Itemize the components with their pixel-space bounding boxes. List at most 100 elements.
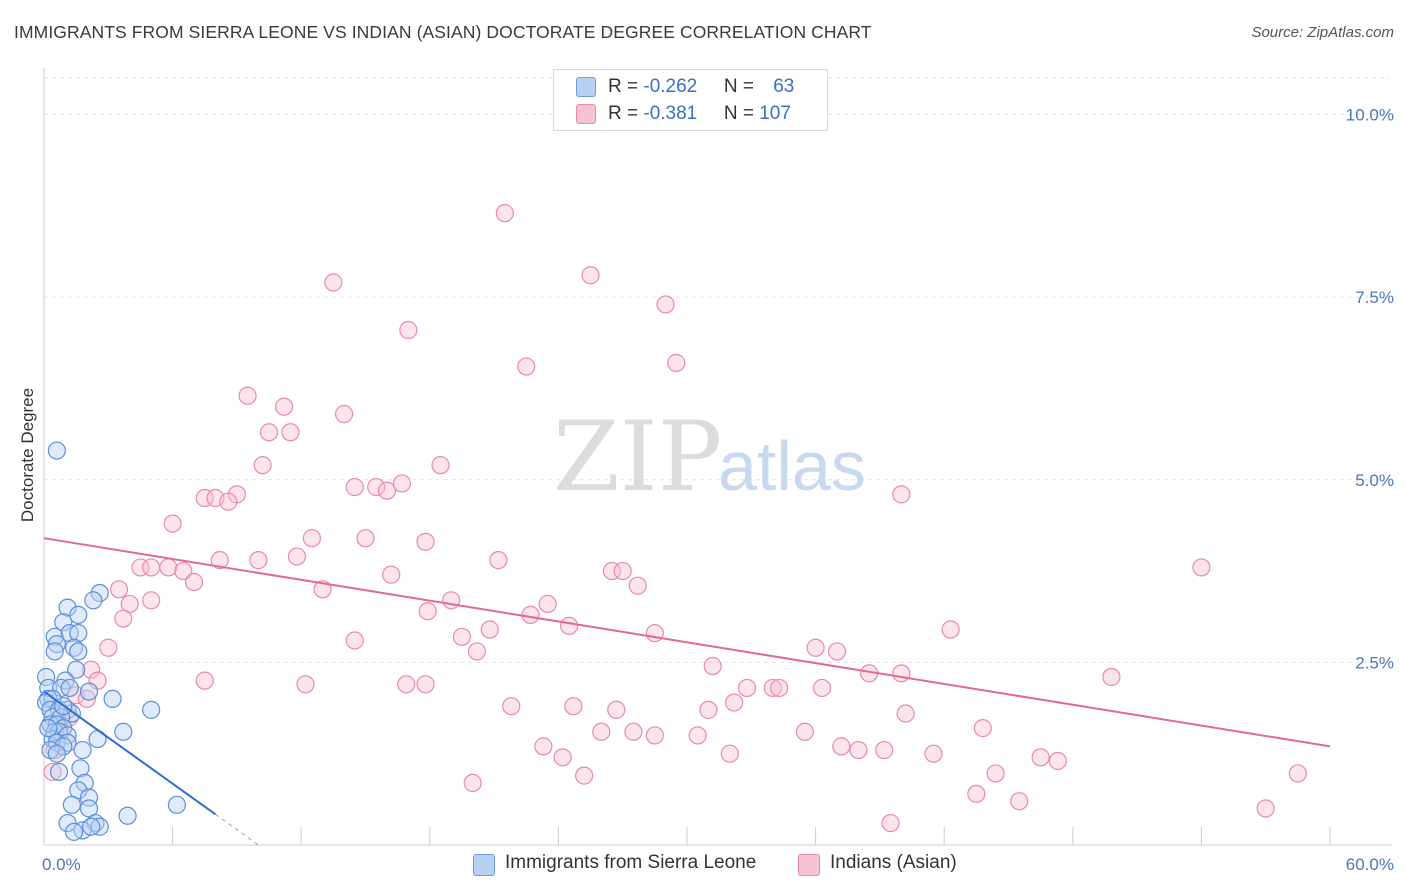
point-sierra-leone-37 bbox=[114, 722, 133, 741]
point-sierra-leone-23 bbox=[103, 689, 122, 709]
point-indians-asian-100 bbox=[575, 766, 594, 785]
point-sierra-leone-8 bbox=[69, 624, 88, 643]
point-indians-asian-60 bbox=[82, 660, 101, 679]
point-indians-asian-104 bbox=[967, 784, 986, 803]
point-indians-asian-58 bbox=[806, 638, 825, 657]
point-indians-asian-78 bbox=[607, 700, 626, 719]
y-axis-title: Doctorate Degree bbox=[18, 388, 37, 522]
trend-extension-sierra-leone bbox=[215, 813, 259, 846]
x-tick-label-0: 0.0% bbox=[42, 855, 81, 874]
point-indians-asian-97 bbox=[1031, 748, 1050, 767]
point-indians-asian-76 bbox=[502, 697, 521, 716]
point-sierra-leone-28 bbox=[142, 700, 161, 719]
point-indians-asian-84 bbox=[624, 722, 643, 741]
point-indians-asian-106 bbox=[1256, 799, 1275, 818]
point-indians-asian-105 bbox=[1010, 792, 1029, 811]
point-sierra-leone-18 bbox=[60, 678, 79, 698]
point-indians-asian-43 bbox=[142, 591, 161, 610]
bottom-legend-swatch-pink bbox=[798, 854, 820, 876]
point-indians-asian-69 bbox=[416, 675, 435, 694]
point-indians-asian-48 bbox=[418, 602, 437, 621]
point-indians-asian-73 bbox=[812, 678, 832, 698]
point-indians-asian-8 bbox=[274, 397, 294, 416]
point-indians-asian-103 bbox=[463, 773, 482, 793]
point-indians-asian-63 bbox=[892, 664, 911, 683]
point-indians-asian-87 bbox=[795, 722, 814, 741]
point-indians-asian-64 bbox=[1102, 667, 1121, 687]
point-indians-asian-34 bbox=[174, 561, 193, 581]
point-indians-asian-107 bbox=[881, 813, 900, 833]
point-sierra-leone-0 bbox=[47, 441, 66, 460]
point-sierra-leone-52 bbox=[167, 795, 186, 814]
point-sierra-leone-36 bbox=[58, 726, 77, 745]
point-indians-asian-79 bbox=[699, 700, 718, 719]
point-indians-asian-49 bbox=[114, 609, 133, 628]
point-sierra-leone-53 bbox=[118, 806, 137, 825]
point-indians-asian-12 bbox=[253, 456, 272, 475]
point-indians-asian-53 bbox=[645, 624, 664, 643]
point-indians-asian-29 bbox=[210, 551, 229, 570]
point-indians-asian-90 bbox=[534, 737, 553, 756]
point-indians-asian-108 bbox=[43, 762, 62, 782]
bottom-legend-label: Indians (Asian) bbox=[830, 852, 957, 873]
point-indians-asian-51 bbox=[480, 620, 499, 639]
point-indians-asian-1 bbox=[581, 266, 600, 285]
point-sierra-leone-60 bbox=[39, 719, 58, 738]
point-sierra-leone-46 bbox=[49, 762, 69, 782]
legend-r-value: -0.262 bbox=[643, 76, 698, 97]
y-tick-label-1: 5.0% bbox=[1355, 471, 1394, 490]
trend-line-indians-asian bbox=[43, 537, 1331, 748]
point-sierra-leone-2 bbox=[84, 591, 103, 610]
point-indians-asian-33 bbox=[159, 558, 178, 577]
point-indians-asian-42 bbox=[313, 580, 332, 599]
watermark-zip: ZIP bbox=[553, 401, 722, 513]
y-tick-label-0: 2.5% bbox=[1355, 653, 1394, 672]
legend-swatch-pink bbox=[576, 104, 596, 124]
point-indians-asian-21 bbox=[219, 492, 238, 511]
source-label: Source: ZipAtlas.com bbox=[1251, 24, 1394, 41]
point-sierra-leone-19 bbox=[79, 682, 99, 701]
point-indians-asian-2 bbox=[656, 295, 675, 314]
point-indians-asian-36 bbox=[382, 565, 401, 584]
point-indians-asian-95 bbox=[720, 744, 739, 763]
point-indians-asian-15 bbox=[367, 477, 386, 497]
point-indians-asian-3 bbox=[324, 273, 343, 292]
point-indians-asian-6 bbox=[667, 353, 686, 372]
y-tick-label-3: 10.0% bbox=[1346, 106, 1394, 125]
point-indians-asian-77 bbox=[564, 697, 583, 716]
bottom-legend-label: Immigrants from Sierra Leone bbox=[505, 852, 757, 873]
point-indians-asian-32 bbox=[142, 558, 161, 577]
point-sierra-leone-14 bbox=[37, 667, 56, 687]
point-indians-asian-45 bbox=[442, 591, 461, 610]
series-indians-asian bbox=[43, 204, 1307, 833]
point-indians-asian-16 bbox=[377, 481, 397, 500]
point-sierra-leone-62 bbox=[73, 740, 92, 760]
point-indians-asian-71 bbox=[763, 678, 782, 698]
point-indians-asian-18 bbox=[195, 488, 214, 508]
point-indians-asian-4 bbox=[399, 320, 418, 340]
point-indians-asian-67 bbox=[296, 675, 315, 694]
point-indians-asian-38 bbox=[613, 561, 632, 581]
legend-swatch-blue bbox=[576, 77, 596, 97]
bottom-legend-swatch-blue bbox=[473, 854, 495, 876]
point-indians-asian-56 bbox=[99, 638, 118, 657]
point-sierra-leone-3 bbox=[58, 598, 77, 617]
point-indians-asian-101 bbox=[986, 764, 1005, 783]
point-indians-asian-9 bbox=[334, 404, 354, 424]
legend-r-label: R = bbox=[608, 76, 644, 97]
point-indians-asian-11 bbox=[281, 423, 300, 442]
point-indians-asian-0 bbox=[495, 204, 514, 223]
point-indians-asian-31 bbox=[131, 558, 150, 577]
point-indians-asian-70 bbox=[737, 678, 757, 698]
x-tick-label-1: 60.0% bbox=[1346, 855, 1394, 874]
point-indians-asian-39 bbox=[628, 576, 647, 595]
point-indians-asian-66 bbox=[195, 671, 214, 690]
point-indians-asian-93 bbox=[875, 740, 894, 760]
point-sierra-leone-9 bbox=[47, 635, 66, 654]
point-indians-asian-80 bbox=[725, 693, 744, 712]
point-indians-asian-14 bbox=[345, 477, 364, 497]
point-indians-asian-5 bbox=[517, 357, 536, 376]
point-indians-asian-68 bbox=[397, 675, 416, 694]
point-indians-asian-26 bbox=[416, 532, 435, 551]
